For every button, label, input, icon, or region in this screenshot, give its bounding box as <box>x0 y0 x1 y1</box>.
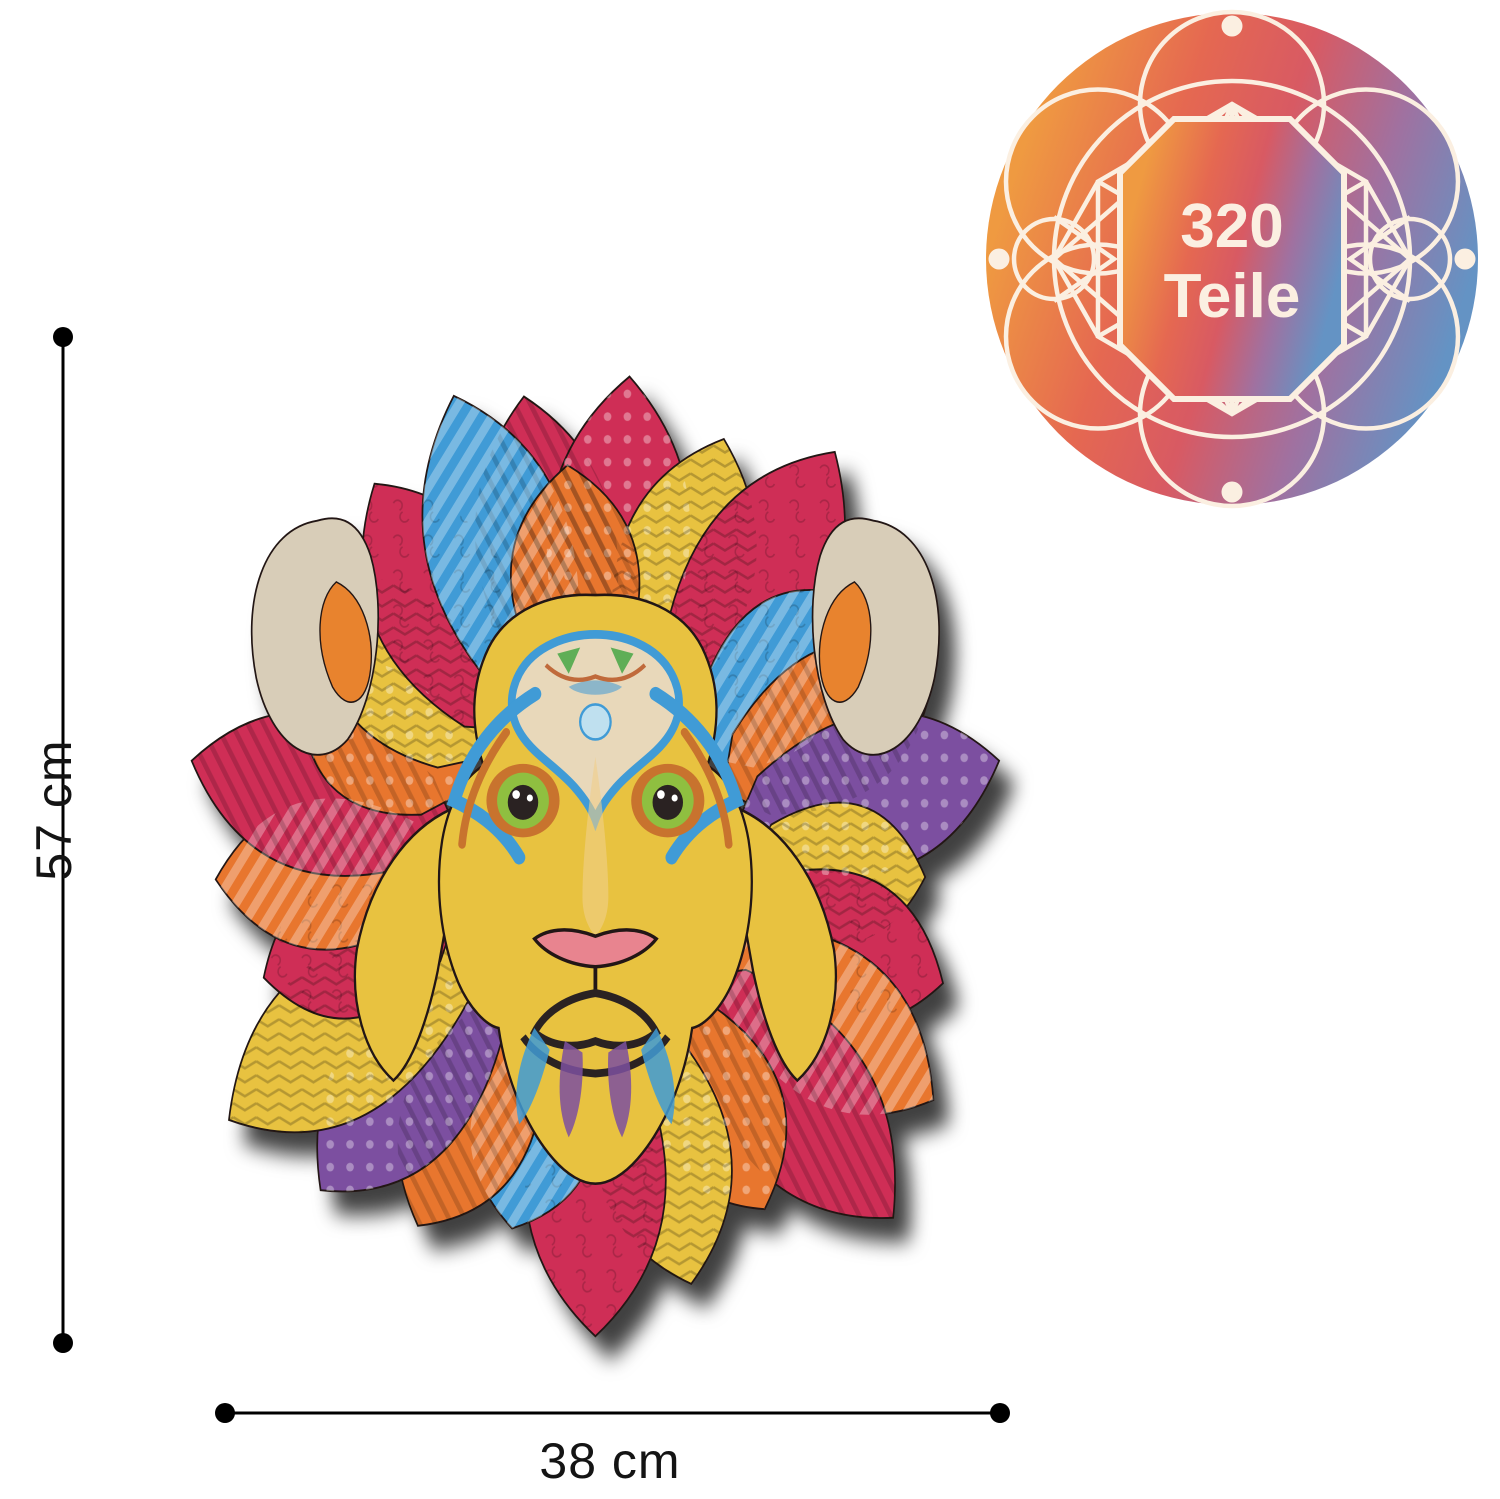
svg-text:Teile: Teile <box>1164 262 1301 331</box>
svg-text:320: 320 <box>1180 192 1283 261</box>
